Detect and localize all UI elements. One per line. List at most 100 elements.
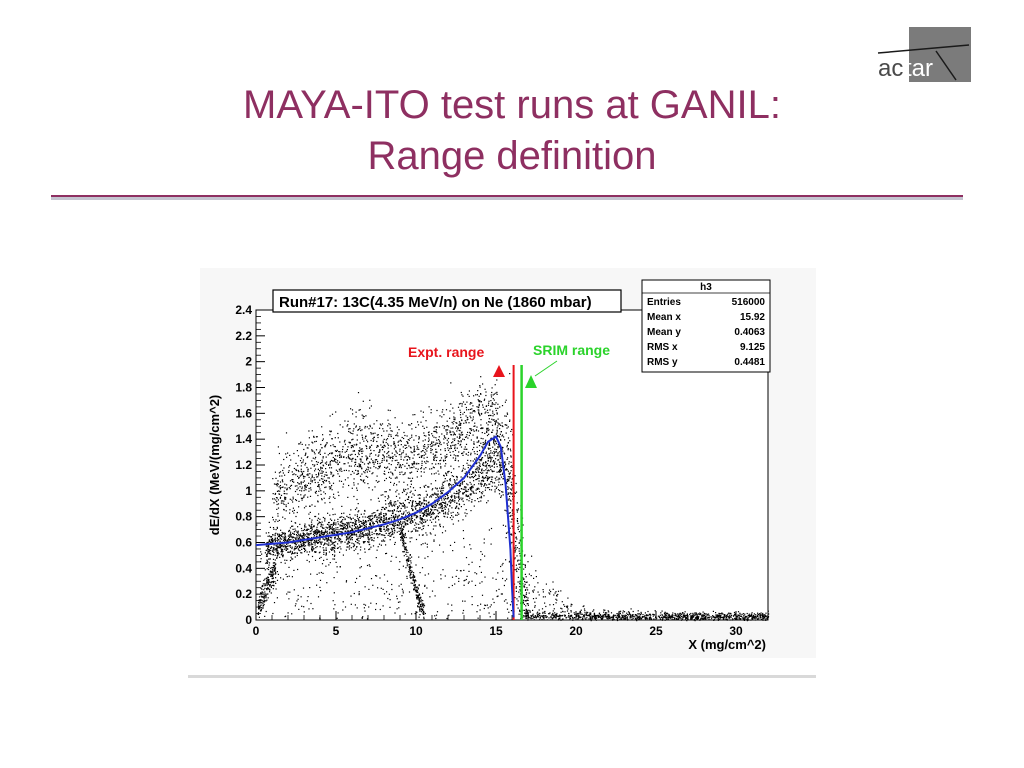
scatter-point bbox=[362, 523, 364, 525]
scatter-point bbox=[370, 578, 373, 580]
scatter-point bbox=[486, 463, 489, 465]
scatter-point bbox=[443, 487, 445, 489]
scatter-point bbox=[425, 435, 427, 437]
scatter-point bbox=[435, 443, 437, 445]
scatter-point bbox=[331, 438, 333, 440]
scatter-point bbox=[332, 600, 334, 602]
scatter-point bbox=[494, 451, 496, 453]
scatter-point bbox=[443, 442, 445, 444]
scatter-point bbox=[385, 518, 387, 520]
scatter-point bbox=[399, 464, 401, 466]
scatter-point bbox=[321, 475, 323, 477]
scatter-point bbox=[452, 444, 454, 446]
scatter-point bbox=[493, 393, 495, 395]
scatter-point bbox=[474, 411, 476, 413]
scatter-point bbox=[462, 467, 464, 469]
scatter-point bbox=[291, 553, 293, 555]
scatter-point bbox=[328, 521, 330, 524]
scatter-point bbox=[403, 535, 405, 538]
scatter-point bbox=[383, 513, 385, 515]
scatter-point bbox=[337, 463, 339, 466]
scatter-point bbox=[394, 543, 396, 545]
scatter-point bbox=[363, 603, 365, 605]
scatter-point bbox=[282, 554, 284, 556]
scatter-point bbox=[349, 458, 351, 460]
scatter-point bbox=[370, 528, 372, 530]
scatter-point bbox=[325, 468, 327, 470]
scatter-point bbox=[490, 457, 492, 459]
scatter-point bbox=[322, 456, 324, 458]
scatter-point bbox=[450, 447, 452, 449]
scatter-point bbox=[415, 426, 417, 428]
scatter-point bbox=[281, 548, 283, 550]
scatter-point bbox=[647, 610, 649, 613]
scatter-point bbox=[493, 613, 495, 615]
scatter-point bbox=[348, 523, 350, 525]
scatter-point bbox=[477, 498, 479, 500]
scatter-point bbox=[420, 451, 422, 453]
scatter-point bbox=[276, 526, 278, 528]
scatter-point bbox=[378, 527, 381, 530]
scatter-point bbox=[328, 542, 330, 544]
scatter-point bbox=[426, 534, 428, 536]
scatter-point bbox=[524, 554, 526, 556]
scatter-point bbox=[373, 436, 375, 439]
scatter-point bbox=[308, 476, 310, 478]
scatter-point bbox=[719, 613, 721, 615]
scatter-point bbox=[369, 453, 371, 455]
scatter-point bbox=[492, 415, 494, 417]
scatter-point bbox=[406, 555, 408, 557]
scatter-point bbox=[420, 467, 423, 469]
scatter-point bbox=[337, 521, 339, 523]
scatter-point bbox=[279, 490, 281, 492]
scatter-point bbox=[387, 425, 389, 427]
scatter-point bbox=[312, 526, 314, 528]
scatter-point bbox=[440, 497, 443, 499]
scatter-point bbox=[442, 485, 444, 487]
scatter-point bbox=[337, 543, 339, 545]
scatter-point bbox=[498, 459, 500, 461]
scatter-point bbox=[473, 410, 476, 412]
scatter-point bbox=[416, 598, 418, 600]
scatter-point bbox=[386, 460, 388, 462]
scatter-point bbox=[271, 537, 274, 540]
scatter-point bbox=[523, 579, 525, 581]
scatter-point bbox=[518, 531, 520, 533]
scatter-point bbox=[482, 480, 484, 482]
scatter-point bbox=[464, 472, 466, 474]
scatter-point bbox=[702, 615, 704, 617]
scatter-point bbox=[405, 546, 407, 548]
scatter-point bbox=[400, 520, 402, 522]
scatter-point bbox=[412, 575, 415, 577]
scatter-point bbox=[331, 472, 333, 474]
scatter-point bbox=[457, 406, 460, 408]
scatter-point bbox=[410, 521, 412, 523]
scatter-point bbox=[411, 436, 413, 438]
scatter-point bbox=[447, 471, 449, 473]
scatter-point bbox=[450, 427, 452, 429]
scatter-point bbox=[664, 611, 666, 613]
scatter-point bbox=[466, 417, 468, 419]
scatter-point bbox=[369, 407, 371, 409]
scatter-point bbox=[338, 480, 341, 482]
scatter-point bbox=[461, 499, 463, 501]
scatter-point bbox=[272, 554, 274, 556]
scatter-point bbox=[351, 460, 353, 462]
scatter-point bbox=[481, 483, 483, 485]
scatter-point bbox=[395, 466, 397, 468]
scatter-point bbox=[296, 489, 298, 491]
scatter-point bbox=[277, 550, 279, 552]
scatter-point bbox=[385, 506, 387, 509]
scatter-point bbox=[289, 559, 292, 562]
scatter-point bbox=[491, 485, 493, 487]
scatter-point bbox=[395, 495, 398, 497]
scatter-point bbox=[267, 550, 269, 552]
scatter-point bbox=[350, 432, 352, 434]
scatter-point bbox=[486, 428, 488, 430]
scatter-point bbox=[526, 609, 528, 611]
scatter-point bbox=[316, 476, 318, 478]
scatter-point bbox=[494, 491, 496, 493]
scatter-point bbox=[492, 412, 494, 414]
scatter-point bbox=[487, 487, 489, 489]
scatter-point bbox=[443, 460, 445, 462]
